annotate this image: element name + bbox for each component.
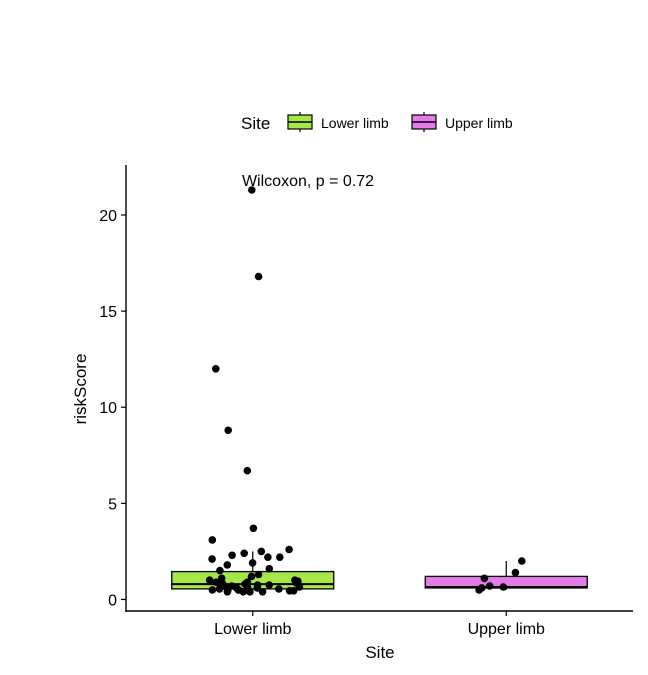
y-tick-label: 15 xyxy=(99,304,117,321)
data-point xyxy=(254,272,263,281)
data-point xyxy=(254,570,263,579)
x-tick-label: Lower limb xyxy=(214,621,291,638)
y-tick-label: 0 xyxy=(108,592,117,609)
data-point xyxy=(518,557,526,565)
data-point xyxy=(216,566,224,575)
x-tick-label: Upper limb xyxy=(468,621,545,638)
legend: Site Lower limb Upper limb xyxy=(241,112,513,133)
data-point xyxy=(243,466,252,475)
data-point xyxy=(249,524,258,533)
data-point xyxy=(212,365,220,373)
data-point xyxy=(228,551,236,560)
wilcoxon-annotation: Wilcoxon, p = 0.72 xyxy=(242,173,374,190)
legend-title: Site xyxy=(241,114,270,133)
legend-label: Lower limb xyxy=(321,115,389,131)
data-point xyxy=(257,547,266,556)
y-tick-label: 10 xyxy=(99,400,117,417)
data-point xyxy=(208,555,216,563)
data-point xyxy=(475,586,483,594)
data-point xyxy=(258,588,267,596)
data-point xyxy=(511,568,520,577)
data-point xyxy=(248,186,256,194)
data-point xyxy=(240,549,248,558)
data-point xyxy=(295,583,304,591)
data-point xyxy=(264,553,272,561)
data-point xyxy=(208,586,217,594)
plot-area: 0 5 10 15 20 Lower limb Upper limb xyxy=(99,165,633,638)
legend-label: Upper limb xyxy=(445,115,513,131)
data-point xyxy=(247,572,256,581)
y-axis-label: riskScore xyxy=(71,354,90,425)
data-point xyxy=(248,559,257,567)
data-point xyxy=(285,545,293,554)
data-point xyxy=(265,564,274,573)
data-point xyxy=(485,582,494,590)
data-point xyxy=(499,583,508,591)
data-point xyxy=(223,588,232,596)
data-point xyxy=(275,585,283,593)
data-point xyxy=(208,536,217,544)
data-point xyxy=(224,426,232,435)
data-point xyxy=(480,574,489,583)
data-point xyxy=(205,576,214,584)
data-point xyxy=(285,587,294,595)
y-tick-label: 5 xyxy=(108,496,117,513)
y-tick-label: 20 xyxy=(99,208,117,225)
data-point xyxy=(276,553,284,561)
data-point xyxy=(223,561,232,569)
data-point xyxy=(253,584,262,592)
data-point xyxy=(217,574,226,583)
data-point xyxy=(246,588,254,596)
data-point xyxy=(239,588,248,596)
data-point xyxy=(265,581,274,589)
data-point xyxy=(215,585,224,593)
x-axis-label: Site xyxy=(365,643,394,662)
